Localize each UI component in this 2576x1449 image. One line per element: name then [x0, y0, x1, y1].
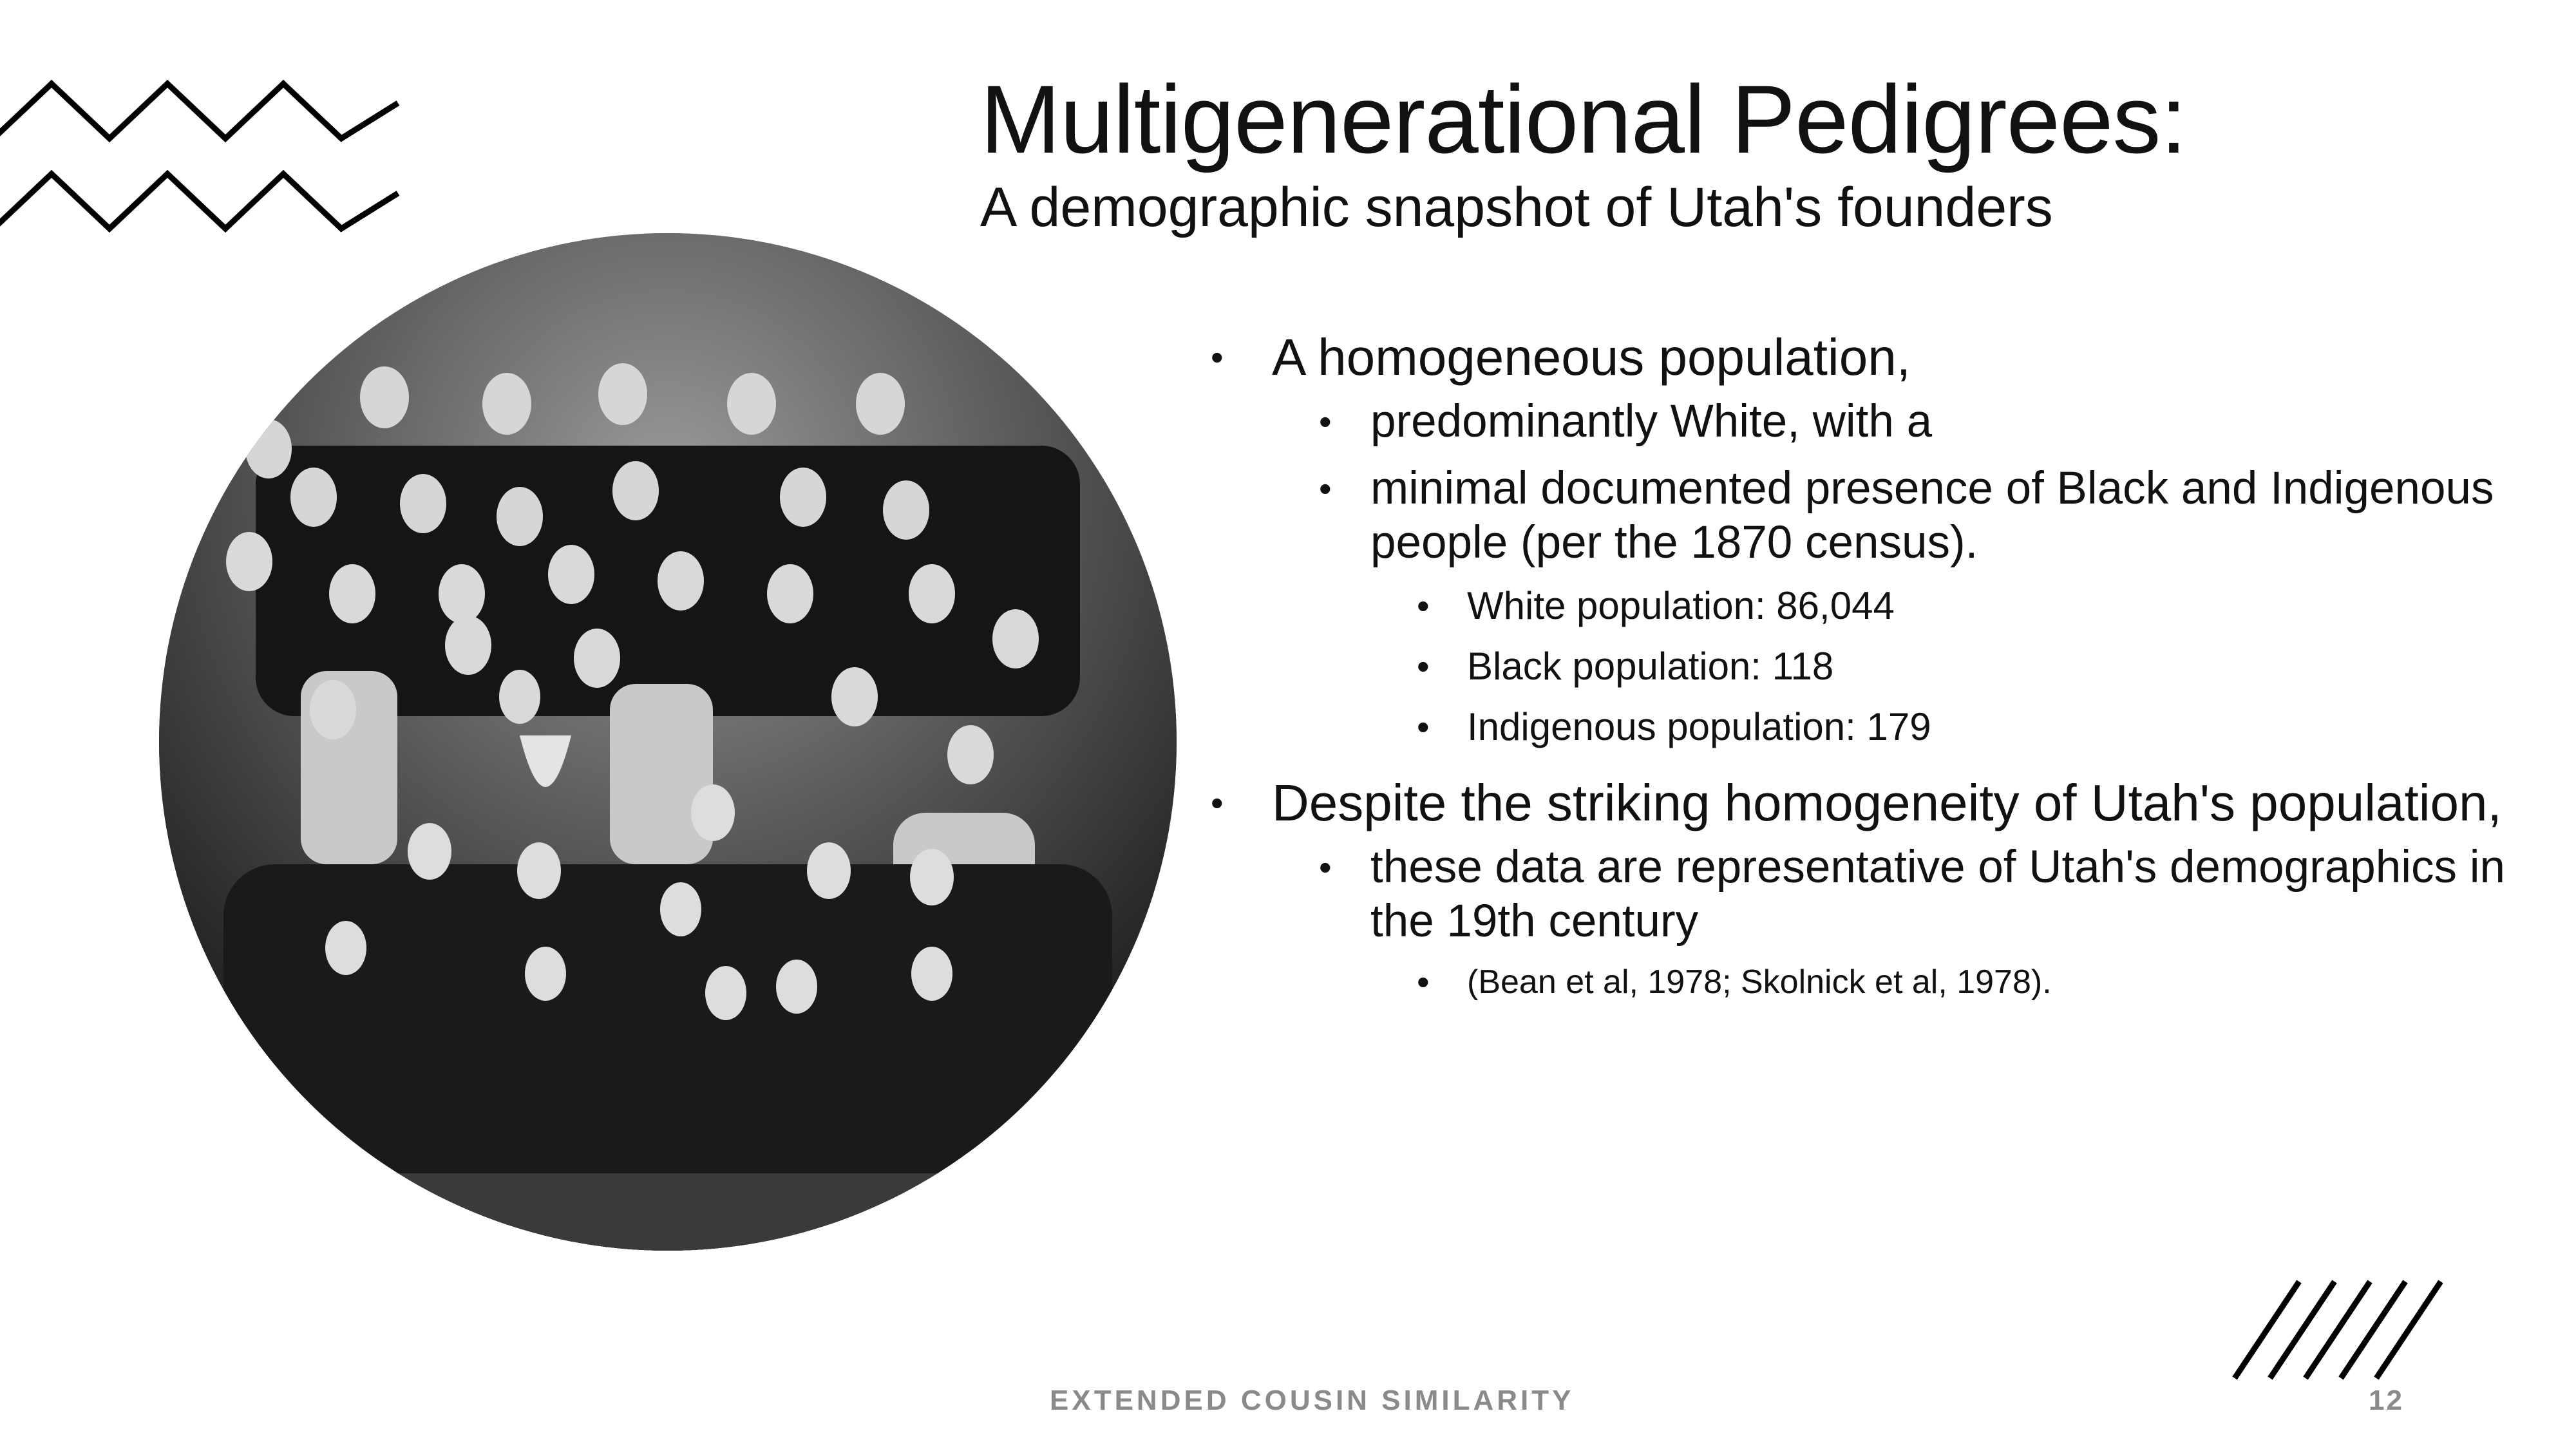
bullet-level3: • (Bean et al, 1978; Skolnick et al, 197…: [1417, 958, 2537, 1007]
bullet-text: people (per the 1870 census).: [1370, 517, 1978, 568]
bullet-dot-icon: •: [1319, 401, 1332, 442]
bullet-dot-icon: •: [1417, 706, 1430, 747]
zigzag-decoration-icon: [0, 79, 400, 233]
bullet-level2-continued: the 19th century: [1370, 895, 2537, 949]
bullet-text: minimal documented presence of Black and…: [1370, 463, 2494, 514]
bullet-dot-icon: •: [1211, 337, 1224, 377]
family-group-photo-icon: [159, 233, 1177, 1251]
slashes-decoration-icon: [2232, 1280, 2443, 1380]
bullet-dot-icon: •: [1211, 782, 1224, 823]
bullet-text: predominantly White, with a: [1370, 396, 1933, 447]
bullet-level1: • Despite the striking homogeneity of Ut…: [1211, 771, 2537, 835]
bullet-level2-continued: people (per the 1870 census).: [1370, 516, 2537, 570]
bullet-level2: • these data are representative of Utah'…: [1319, 840, 2537, 895]
footer-title: EXTENDED COUSIN SIMILARITY: [1050, 1385, 1575, 1416]
bullet-level2: • minimal documented presence of Black a…: [1319, 462, 2537, 516]
bullet-text: Indigenous population: 179: [1467, 705, 1931, 748]
bullet-list: • A homogeneous population, • predominan…: [1211, 325, 2537, 1007]
bullet-level3: • Black population: 118: [1417, 642, 2537, 691]
bullet-text: White population: 86,044: [1467, 584, 1895, 627]
bullet-dot-icon: •: [1417, 961, 1430, 1002]
bullet-text: these data are representative of Utah's …: [1370, 842, 2505, 893]
page-number: 12: [2369, 1385, 2404, 1416]
bullet-dot-icon: •: [1417, 585, 1430, 626]
bullet-dot-icon: •: [1417, 646, 1430, 687]
slide-subtitle: A demographic snapshot of Utah's founder…: [980, 176, 2053, 238]
bullet-level1: • A homogeneous population,: [1211, 325, 2537, 390]
bullet-text: Despite the striking homogeneity of Utah…: [1272, 774, 2502, 831]
bullet-level2: • predominantly White, with a: [1319, 395, 2537, 449]
bullet-dot-icon: •: [1319, 847, 1332, 887]
slide-title: Multigenerational Pedigrees:: [980, 65, 2187, 173]
bullet-dot-icon: •: [1319, 468, 1332, 509]
bullet-level3: • Indigenous population: 179: [1417, 703, 2537, 752]
bullet-text: A homogeneous population,: [1272, 328, 1911, 386]
family-photo: [159, 233, 1177, 1251]
bullet-text: Black population: 118: [1467, 645, 1834, 688]
bullet-level3: • White population: 86,044: [1417, 582, 2537, 630]
bullet-text: the 19th century: [1370, 896, 1699, 947]
citation-text: (Bean et al, 1978; Skolnick et al, 1978)…: [1467, 963, 2052, 1001]
